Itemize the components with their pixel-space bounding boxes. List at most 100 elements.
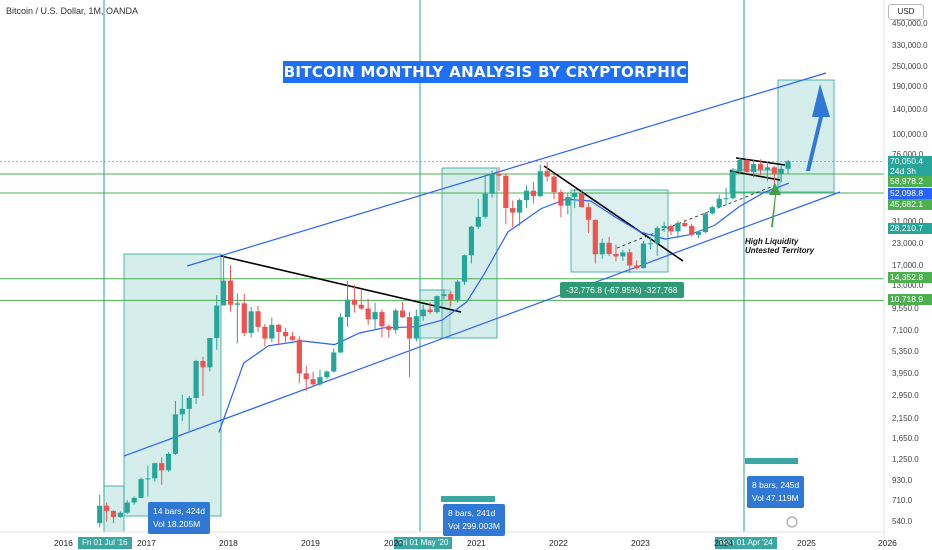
candle-body xyxy=(558,192,564,206)
candle-body xyxy=(461,255,468,282)
candle-body xyxy=(585,207,592,220)
candle-body xyxy=(165,453,172,471)
date-label-2020: Fri 01 May '20 xyxy=(394,537,453,549)
candle-body xyxy=(138,479,144,498)
candle-body xyxy=(572,193,578,198)
candle-body xyxy=(530,190,536,197)
candle-body xyxy=(172,414,179,454)
price-label: 58,978.2 xyxy=(888,176,932,187)
candle-body xyxy=(413,316,419,339)
y-tick-label: 76,000.0 xyxy=(892,150,924,160)
candle-body xyxy=(131,497,137,503)
measure-label: -32,776.8 (-67.95%) -327,768 xyxy=(560,282,684,298)
range-vol: Vol 47.119M xyxy=(752,493,799,503)
range-info-2020: 8 bars, 241d Vol 299.003M xyxy=(443,504,505,536)
candle-body xyxy=(565,197,571,206)
range-info-2024: 8 bars, 245d Vol 47.119M xyxy=(747,476,805,508)
candle-body xyxy=(592,219,598,255)
y-tick-label: 100,000.0 xyxy=(892,129,928,139)
candle-body xyxy=(145,478,151,480)
candle-body xyxy=(599,242,605,255)
candle-body xyxy=(578,193,585,208)
candle-body xyxy=(716,198,722,208)
candle-body xyxy=(344,299,351,318)
candle-body xyxy=(372,312,378,320)
candle-body xyxy=(214,305,220,338)
candle-body xyxy=(207,337,213,368)
candle-body xyxy=(537,171,543,197)
trendline-2022 xyxy=(543,165,684,262)
range-bar-2024 xyxy=(745,458,798,464)
x-tick: 2026 xyxy=(878,538,897,548)
candle-body xyxy=(709,207,715,214)
candle-body xyxy=(179,408,185,415)
range-bars: 8 bars, 245d xyxy=(752,480,800,490)
y-tick-label: 190,000.0 xyxy=(892,82,928,92)
candle-body xyxy=(276,324,282,332)
range-bars: 8 bars, 241d xyxy=(448,508,496,518)
candle-body xyxy=(317,377,323,385)
x-tick: 2019 xyxy=(301,538,320,548)
candle-body xyxy=(227,280,234,305)
dashed-projection xyxy=(616,184,777,249)
candle-body xyxy=(110,510,117,518)
y-tick-label: 1,250.0 xyxy=(892,454,919,464)
candle-body xyxy=(606,242,612,254)
price-label: 45,682.1 xyxy=(888,199,932,210)
support-arrow xyxy=(769,183,781,227)
candle-body xyxy=(778,168,784,175)
candle-body xyxy=(221,280,227,306)
currency-selector[interactable]: USD xyxy=(888,4,924,20)
candle-body xyxy=(757,164,764,170)
candle-body xyxy=(234,303,240,305)
y-tick-label: 1,650.0 xyxy=(892,433,919,443)
analysis-banner: BITCOIN MONTHLY ANALYSIS BY CRYPTORPHIC xyxy=(283,61,688,83)
candle-body xyxy=(620,252,626,257)
y-tick-label: 930.0 xyxy=(892,476,913,486)
flag-lower xyxy=(729,170,781,181)
candle-body xyxy=(744,159,750,172)
candle-body xyxy=(386,326,392,330)
y-tick-label: 5,350.0 xyxy=(892,346,919,356)
candle-body xyxy=(482,193,488,217)
candle-body xyxy=(661,225,667,229)
y-tick-label: 17,000.0 xyxy=(892,261,924,271)
candle-body xyxy=(282,331,289,337)
candle-body xyxy=(475,216,481,227)
candle-body xyxy=(262,326,268,339)
price-label: 70,050.4 xyxy=(888,156,932,167)
candle-body xyxy=(751,164,757,172)
candle-body xyxy=(654,228,660,244)
candle-body xyxy=(186,397,192,409)
candle-body xyxy=(399,310,406,318)
moving-average-line xyxy=(218,182,790,433)
x-tick: 2021 xyxy=(467,538,486,548)
candle-body xyxy=(496,174,502,176)
candle-body xyxy=(324,371,330,378)
y-tick-label: 23,000.0 xyxy=(892,238,924,248)
lightning-icon xyxy=(786,516,798,528)
candle-body xyxy=(523,190,530,201)
candle-body xyxy=(420,309,426,317)
candle-body xyxy=(613,253,619,257)
liquidity-line-2: Untested Territory xyxy=(745,246,815,255)
candle-body xyxy=(517,200,523,213)
y-tick-label: 450,000.0 xyxy=(892,18,928,28)
candle-body xyxy=(468,226,475,256)
candle-body xyxy=(152,463,158,479)
candle-body xyxy=(455,281,461,300)
candle-body xyxy=(695,232,702,235)
x-tick: 2022 xyxy=(549,538,568,548)
y-tick-label: 3,950.0 xyxy=(892,369,919,379)
y-tick-label: 9,550.0 xyxy=(892,303,919,313)
candle-body xyxy=(627,252,633,266)
candle-body xyxy=(117,512,123,518)
range-box-2022 xyxy=(570,189,669,273)
candle-body xyxy=(310,379,316,385)
candle-body xyxy=(682,223,688,226)
range-bars: 14 bars, 424d xyxy=(153,506,205,516)
x-tick: 2018 xyxy=(219,538,238,548)
y-tick-label: 13,000.0 xyxy=(892,281,924,291)
range-vol: Vol 299.003M xyxy=(448,521,500,531)
